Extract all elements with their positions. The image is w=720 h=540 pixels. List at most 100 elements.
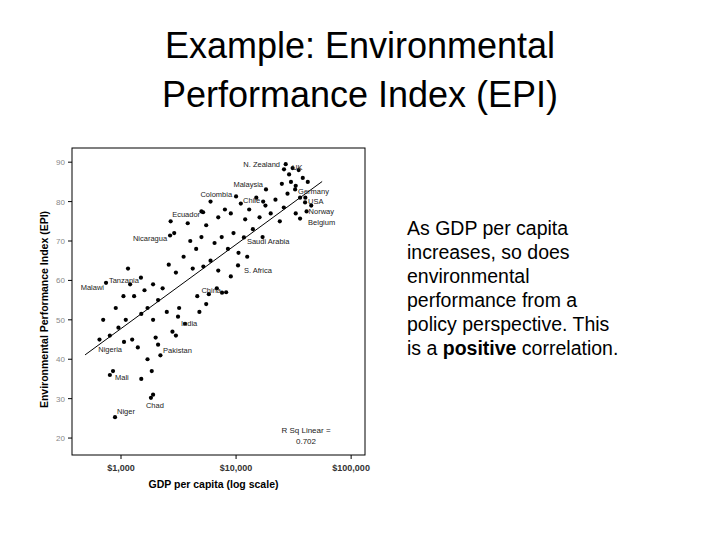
body-line: As GDP per capita bbox=[407, 217, 568, 239]
fit-line bbox=[85, 182, 322, 355]
slide-title: Performance Index (EPI) bbox=[162, 74, 558, 115]
data-point bbox=[156, 343, 160, 347]
data-point bbox=[282, 167, 286, 171]
x-tick bbox=[121, 455, 122, 459]
point-label: UK bbox=[292, 163, 302, 172]
chart: 2030405060708090$1,000$10,000$100,000GDP… bbox=[38, 148, 370, 490]
data-point bbox=[191, 266, 195, 270]
data-point bbox=[186, 221, 190, 225]
y-tick-label: 30 bbox=[56, 395, 65, 404]
data-point bbox=[231, 231, 235, 235]
data-point bbox=[257, 215, 261, 219]
point-label: Germany bbox=[298, 187, 329, 196]
data-point bbox=[289, 180, 293, 184]
point-label: Mali bbox=[115, 373, 129, 382]
data-point bbox=[161, 286, 165, 290]
data-point bbox=[170, 330, 174, 334]
body-line: environmental bbox=[407, 265, 529, 287]
data-point bbox=[174, 333, 178, 337]
data-point bbox=[236, 263, 240, 267]
annotation: R Sq Linear = bbox=[281, 426, 330, 435]
y-tick bbox=[68, 319, 72, 320]
data-point bbox=[216, 268, 220, 272]
data-point bbox=[130, 337, 134, 341]
y-tick-label: 20 bbox=[56, 434, 65, 443]
data-point bbox=[177, 306, 181, 310]
point-label: Niger bbox=[117, 407, 135, 416]
data-point bbox=[284, 162, 288, 166]
data-point bbox=[150, 369, 154, 373]
data-point bbox=[306, 180, 310, 184]
body-line: is a positive correlation. bbox=[407, 337, 618, 359]
data-point bbox=[269, 211, 273, 215]
x-axis-label: GDP per capita (log scale) bbox=[149, 478, 279, 490]
data-point bbox=[195, 294, 199, 298]
body-text: increases, so does bbox=[407, 241, 570, 263]
y-tick bbox=[68, 241, 72, 242]
data-point bbox=[287, 172, 291, 176]
y-tick-label: 40 bbox=[56, 355, 65, 364]
data-point bbox=[199, 235, 203, 239]
data-point bbox=[243, 217, 247, 221]
data-point bbox=[182, 255, 186, 259]
body-text: is a bbox=[407, 337, 443, 359]
point-label: Nigeria bbox=[98, 345, 123, 354]
data-point bbox=[172, 231, 176, 235]
point-label: Chad bbox=[146, 401, 164, 410]
point-labels: N. Zealand UK MalaysiaColombia Chile Germany… bbox=[81, 160, 335, 416]
data-point bbox=[216, 215, 220, 219]
data-point bbox=[158, 353, 162, 357]
annotation: 0.702 bbox=[296, 437, 317, 446]
point-label: Chile bbox=[243, 196, 260, 205]
plot-marks bbox=[85, 162, 322, 419]
point-label: Nicaragua bbox=[133, 234, 168, 243]
data-point bbox=[151, 318, 155, 322]
data-point bbox=[151, 282, 155, 286]
data-point bbox=[188, 239, 192, 243]
data-point bbox=[176, 315, 180, 319]
data-point bbox=[261, 199, 265, 203]
x-tick-label: $10,000 bbox=[220, 463, 253, 473]
data-point bbox=[145, 357, 149, 361]
data-point bbox=[168, 233, 172, 237]
data-point bbox=[301, 176, 305, 180]
y-tick-label: 60 bbox=[56, 276, 65, 285]
point-label: Norway bbox=[309, 207, 335, 216]
data-point bbox=[139, 276, 143, 280]
y-tick-label: 70 bbox=[56, 237, 65, 246]
data-point bbox=[263, 203, 267, 207]
data-point bbox=[264, 187, 268, 191]
data-point bbox=[132, 294, 136, 298]
y-tick-label: 90 bbox=[56, 158, 65, 167]
data-point bbox=[167, 263, 171, 267]
point-label: N. Zealand bbox=[243, 160, 280, 169]
y-axis-label: Environmental Performance Index (EPI) bbox=[38, 211, 50, 408]
body-text: environmental bbox=[407, 265, 529, 287]
body-text: policy perspective. This bbox=[407, 313, 610, 335]
x-tick bbox=[236, 455, 237, 459]
data-point bbox=[294, 211, 298, 215]
data-point bbox=[285, 192, 289, 196]
data-point bbox=[204, 302, 208, 306]
point-label: Pakistan bbox=[163, 346, 192, 355]
x-tick bbox=[351, 455, 352, 459]
data-point bbox=[298, 216, 302, 220]
y-tick bbox=[68, 398, 72, 399]
data-point bbox=[108, 373, 112, 377]
data-point bbox=[212, 241, 216, 245]
data-point bbox=[224, 290, 228, 294]
data-point bbox=[293, 187, 297, 191]
data-point bbox=[278, 219, 282, 223]
point-label: Colombia bbox=[200, 190, 233, 199]
body-text: positive bbox=[443, 337, 517, 359]
data-point bbox=[136, 345, 140, 349]
point-label: Malaysia bbox=[233, 180, 263, 189]
data-point bbox=[124, 318, 128, 322]
point-label: India bbox=[181, 319, 198, 328]
data-point bbox=[236, 251, 240, 255]
x-tick-label: $1,000 bbox=[107, 463, 135, 473]
point-label: Saudi Arabia bbox=[247, 237, 290, 246]
data-point bbox=[121, 294, 125, 298]
data-point bbox=[229, 274, 233, 278]
data-point bbox=[208, 199, 212, 203]
